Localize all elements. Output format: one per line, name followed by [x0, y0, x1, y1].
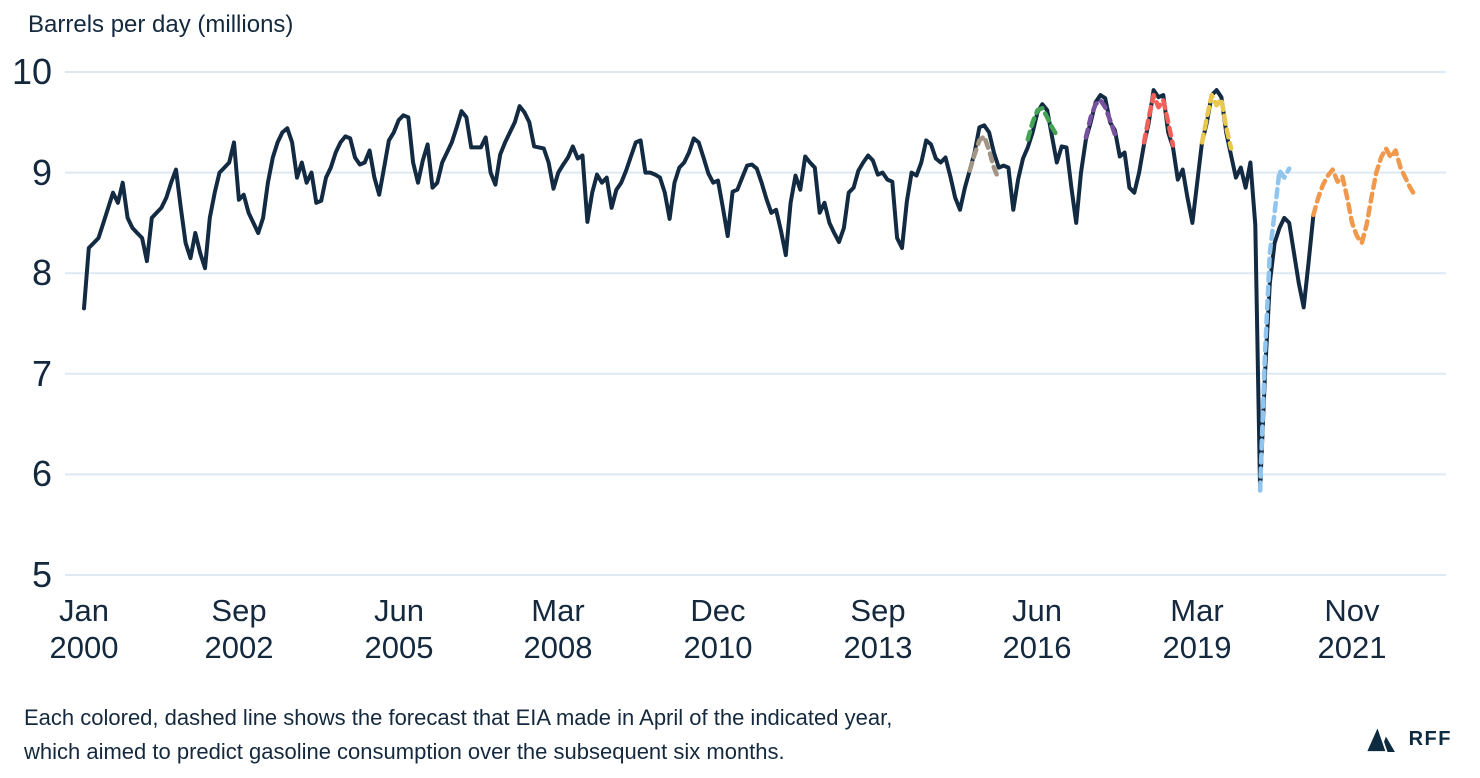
rff-logo: RFF [1365, 722, 1452, 756]
x-axis-tick-label-Dec-2010: Dec 2010 [638, 592, 798, 666]
x-axis-tick-label-Mar-2019: Mar 2019 [1117, 592, 1277, 666]
x-tick-year: 2008 [523, 630, 593, 665]
x-tick-month: Dec [690, 593, 746, 628]
x-tick-month: Nov [1324, 593, 1380, 628]
x-tick-year: 2019 [1162, 630, 1232, 665]
x-tick-month: Mar [531, 593, 585, 628]
x-axis-tick-label-Sep-2013: Sep 2013 [798, 592, 958, 666]
actual-consumption-line [82, 88, 1316, 493]
chart-title: Barrels per day (millions) [28, 11, 294, 38]
x-axis-tick-label-Jan-2000: Jan 2000 [4, 592, 164, 666]
forecast-line-2019 [1199, 92, 1234, 151]
y-axis-tick-label-7: 7 [31, 353, 52, 394]
rff-logo-text: RFF [1408, 727, 1452, 750]
y-axis-tick-label-8: 8 [31, 252, 52, 293]
chart-caption: Each colored, dashed line shows the fore… [24, 701, 892, 769]
x-axis-tick-label-Jun-2016: Jun 2016 [957, 592, 1117, 666]
y-axis-tick-label-6: 6 [31, 453, 52, 494]
forecast-line-2020 [1257, 166, 1292, 493]
x-tick-year: 2021 [1317, 630, 1387, 665]
caption-line-1: Each colored, dashed line shows the fore… [24, 705, 893, 730]
y-axis-tick-label-5: 5 [31, 554, 52, 595]
x-tick-month: Sep [211, 593, 267, 628]
x-tick-year: 2010 [683, 630, 753, 665]
x-tick-month: Jun [374, 593, 424, 628]
y-axis-tick-label-10: 10 [11, 51, 52, 92]
forecast-line-2017 [1083, 97, 1118, 140]
x-axis-tick-label-Nov-2021: Nov 2021 [1272, 592, 1432, 666]
x-axis-tick-label-Jun-2005: Jun 2005 [319, 592, 479, 666]
forecast-line-2021 [1311, 146, 1418, 246]
x-tick-year: 2000 [49, 630, 119, 665]
x-axis-tick-label-Mar-2008: Mar 2008 [478, 592, 638, 666]
caption-line-2: which aimed to predict gasoline consumpt… [24, 739, 785, 764]
x-tick-year: 2005 [364, 630, 434, 665]
x-tick-month: Jan [59, 593, 109, 628]
x-tick-year: 2013 [843, 630, 913, 665]
forecast-line-2015 [967, 134, 1002, 182]
forecast-line-2018 [1141, 92, 1176, 148]
rff-mountain-icon [1365, 725, 1395, 753]
x-tick-month: Mar [1170, 593, 1224, 628]
x-axis-tick-label-Sep-2002: Sep 2002 [159, 592, 319, 666]
y-axis-tick-label-9: 9 [31, 152, 52, 193]
x-tick-year: 2016 [1002, 630, 1072, 665]
x-tick-year: 2002 [204, 630, 274, 665]
x-tick-month: Sep [850, 593, 906, 628]
x-tick-month: Jun [1012, 593, 1062, 628]
forecast-line-2016 [1025, 105, 1060, 142]
